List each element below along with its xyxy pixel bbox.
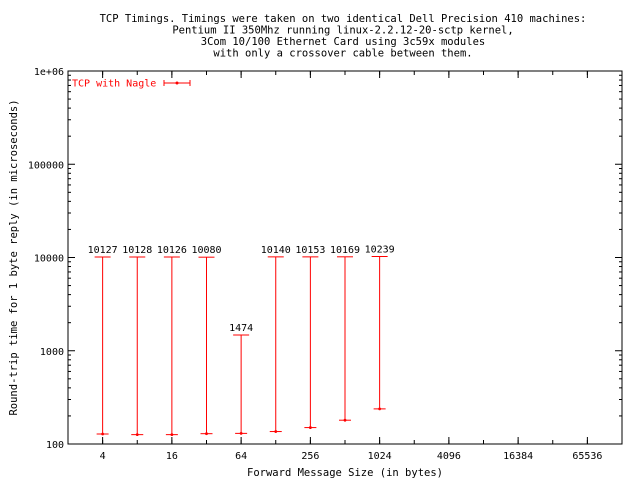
title-line: TCP Timings. Timings were taken on two i… [100, 13, 587, 25]
x-tick-label: 64 [235, 451, 247, 462]
y-tick-label: 100000 [28, 160, 64, 171]
data-label: 10169 [330, 245, 360, 256]
data-point [239, 431, 243, 435]
chart-title: TCP Timings. Timings were taken on two i… [100, 13, 587, 60]
data-point [135, 433, 139, 437]
x-tick-label: 256 [301, 451, 319, 462]
y-axis-label: Round-trip time for 1 byte reply (in mic… [8, 99, 20, 415]
x-tick-label: 16384 [503, 451, 533, 462]
data-label: 10127 [88, 245, 118, 256]
data-point [378, 407, 382, 411]
data-point [274, 430, 278, 433]
data-label: 1474 [229, 323, 253, 334]
series-tcp-with-nagle: 10127 10128 10126 10080 1474 10140 10153 10169 1… [88, 245, 395, 437]
data-point [343, 418, 347, 422]
title-line: Pentium II 350Mhz running linux-2.2.12-2… [172, 25, 513, 37]
legend-swatch-point [175, 81, 179, 85]
data-point [101, 432, 105, 436]
legend: TCP with Nagle [72, 79, 191, 90]
x-tick-label: 1024 [368, 451, 392, 462]
x-axis: 4 16 64 256 1024 4096 16384 65536 [67, 71, 623, 462]
data-label: 10239 [365, 245, 395, 256]
data-point [205, 432, 208, 436]
y-tick-label: 1e+06 [34, 67, 64, 78]
y-tick-label: 10000 [34, 254, 64, 265]
y-tick-label: 100 [46, 440, 64, 451]
data-label: 10080 [191, 245, 221, 256]
data-point [170, 433, 174, 437]
data-label: 10140 [261, 245, 291, 256]
x-tick-label: 4096 [437, 451, 461, 462]
y-axis: 100 1000 10000 100000 1e+06 [28, 67, 622, 451]
data-label: 10153 [295, 245, 325, 256]
data-label: 10128 [122, 245, 152, 256]
y-tick-label: 1000 [40, 347, 64, 358]
x-tick-label: 65536 [572, 451, 602, 462]
x-axis-label: Forward Message Size (in bytes) [247, 467, 443, 479]
data-label: 10126 [157, 245, 187, 256]
data-point [308, 426, 312, 429]
legend-label: TCP with Nagle [72, 79, 156, 90]
title-line: 3Com 10/100 Ethernet Card using 3c59x mo… [201, 36, 485, 48]
x-tick-label: 4 [100, 451, 106, 462]
title-line: with only a crossover cable between them… [213, 48, 472, 60]
x-tick-label: 16 [166, 451, 178, 462]
